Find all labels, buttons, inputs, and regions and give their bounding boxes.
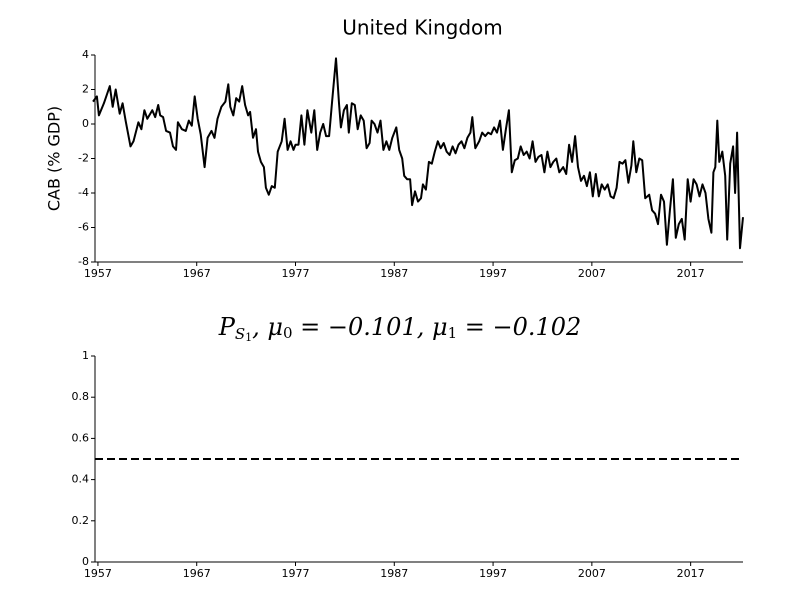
title-part: 1 xyxy=(245,331,252,344)
x-tick-label: 2017 xyxy=(677,567,705,580)
x-tick-label: 1957 xyxy=(84,567,112,580)
y-tick-label: -2 xyxy=(78,152,89,165)
y-tick-label: -8 xyxy=(78,255,89,268)
x-tick-label: 1987 xyxy=(380,267,408,280)
title-part: , μ xyxy=(252,313,283,341)
x-tick-label: 1957 xyxy=(84,267,112,280)
y-axis-label: CAB (% GDP) xyxy=(45,106,64,211)
x-tick-label: 1997 xyxy=(479,267,507,280)
y-tick-label: 0.6 xyxy=(72,431,90,444)
title-part: S xyxy=(235,325,245,343)
data-line xyxy=(92,57,744,250)
y-tick-label: -6 xyxy=(78,221,89,234)
title-part: 1 xyxy=(448,324,458,342)
title-part: 0 xyxy=(283,324,293,342)
y-tick-label: 4 xyxy=(82,48,89,61)
x-tick-label: 2007 xyxy=(578,567,606,580)
chart-title: United Kingdom xyxy=(342,16,503,40)
y-tick-label: -4 xyxy=(78,186,89,199)
chart-title: PS1, μ0 = −0.101, μ1 = −0.102 xyxy=(218,313,582,345)
title-part: = −0.101, μ xyxy=(293,313,448,341)
y-tick-label: 0.2 xyxy=(72,514,90,527)
title-part: = −0.102 xyxy=(457,313,581,341)
y-tick-label: 0.4 xyxy=(72,473,90,486)
title-part: P xyxy=(218,313,236,341)
x-tick-label: 1987 xyxy=(380,567,408,580)
x-tick-label: 1977 xyxy=(281,567,309,580)
x-tick-label: 2007 xyxy=(578,267,606,280)
y-tick-label: 0.8 xyxy=(72,390,90,403)
x-tick-label: 1997 xyxy=(479,567,507,580)
x-tick-label: 1967 xyxy=(183,567,211,580)
x-tick-label: 1967 xyxy=(183,267,211,280)
y-tick-label: 1 xyxy=(82,349,89,362)
y-tick-label: 0 xyxy=(82,117,89,130)
y-tick-label: 0 xyxy=(82,555,89,568)
x-tick-label: 1977 xyxy=(281,267,309,280)
y-tick-label: 2 xyxy=(82,83,89,96)
x-tick-label: 2017 xyxy=(677,267,705,280)
